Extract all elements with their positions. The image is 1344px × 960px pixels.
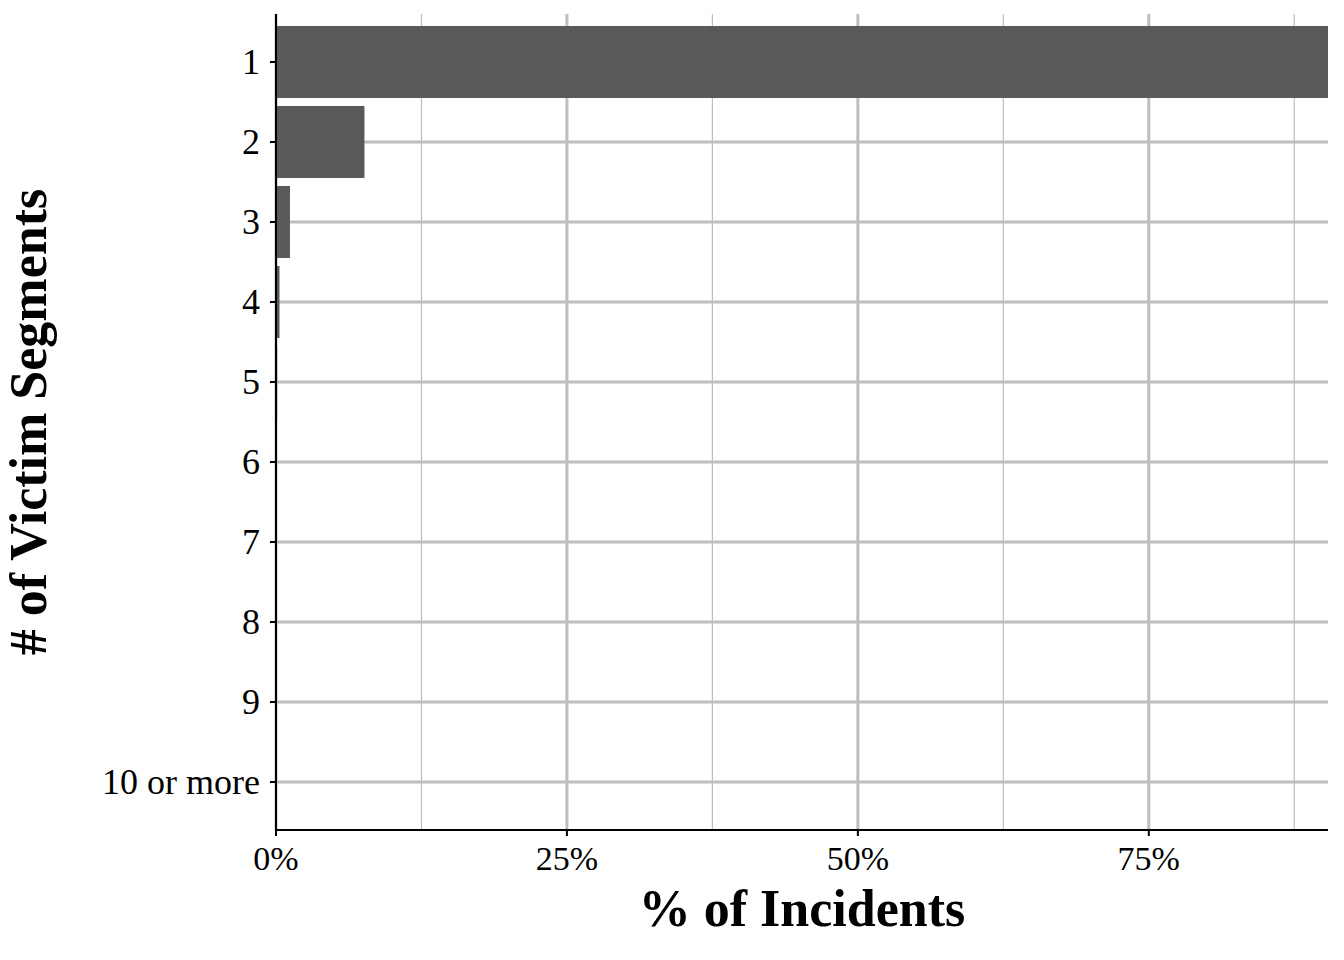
y-tick [270, 141, 276, 143]
minor-grid-line [1294, 14, 1295, 830]
y-tick-label: 4 [242, 282, 260, 322]
bar [276, 186, 290, 258]
grid-line [856, 14, 859, 830]
grid-line [276, 621, 1328, 624]
chart-svg: 0% 25% 50% 75% 1 2 3 4 5 6 7 8 9 10 or more % of Incid… [0, 0, 1344, 960]
y-tick-label: 7 [242, 522, 260, 562]
y-tick [270, 381, 276, 383]
grid-line [565, 14, 568, 830]
y-tick-label: 9 [242, 682, 260, 722]
grid [276, 14, 1328, 830]
x-tick-label: 75% [1118, 840, 1180, 877]
y-tick-label: 1 [242, 42, 260, 82]
minor-grid-line [1003, 14, 1004, 830]
x-axis-title: % of Incidents [639, 880, 965, 937]
y-tick-label: 5 [242, 362, 260, 402]
y-tick-label: 10 or more [102, 762, 260, 802]
y-tick-label: 3 [242, 202, 260, 242]
grid-line [276, 141, 1328, 144]
y-tick [270, 461, 276, 463]
chart-container: 0% 25% 50% 75% 1 2 3 4 5 6 7 8 9 10 or more % of Incid… [0, 0, 1344, 960]
y-tick-label: 8 [242, 602, 260, 642]
minor-grid-line [712, 14, 713, 830]
y-axis-title: # of Victim Segments [0, 189, 57, 655]
bars [276, 26, 1328, 818]
x-tick-label: 25% [536, 840, 598, 877]
grid-line [276, 381, 1328, 384]
bar [276, 26, 1328, 98]
x-tick-label: 50% [827, 840, 889, 877]
y-tick [270, 781, 276, 783]
y-axis-line [275, 14, 277, 830]
minor-grid-line [421, 14, 422, 830]
y-tick-label: 6 [242, 442, 260, 482]
y-tick [270, 61, 276, 63]
x-tick [275, 830, 277, 836]
y-tick [270, 701, 276, 703]
x-tick [857, 830, 859, 836]
y-tick [270, 301, 276, 303]
grid-line [276, 781, 1328, 784]
grid-line [276, 301, 1328, 304]
x-tick [566, 830, 568, 836]
grid-line [276, 701, 1328, 704]
y-tick-label: 2 [242, 122, 260, 162]
y-tick [270, 541, 276, 543]
bar [276, 106, 364, 178]
grid-line [276, 221, 1328, 224]
x-tick [1148, 830, 1150, 836]
x-axis-line [276, 829, 1328, 831]
grid-line [276, 461, 1328, 464]
grid-line [1147, 14, 1150, 830]
y-tick [270, 621, 276, 623]
y-tick [270, 221, 276, 223]
x-tick-label: 0% [253, 840, 298, 877]
grid-line [276, 541, 1328, 544]
